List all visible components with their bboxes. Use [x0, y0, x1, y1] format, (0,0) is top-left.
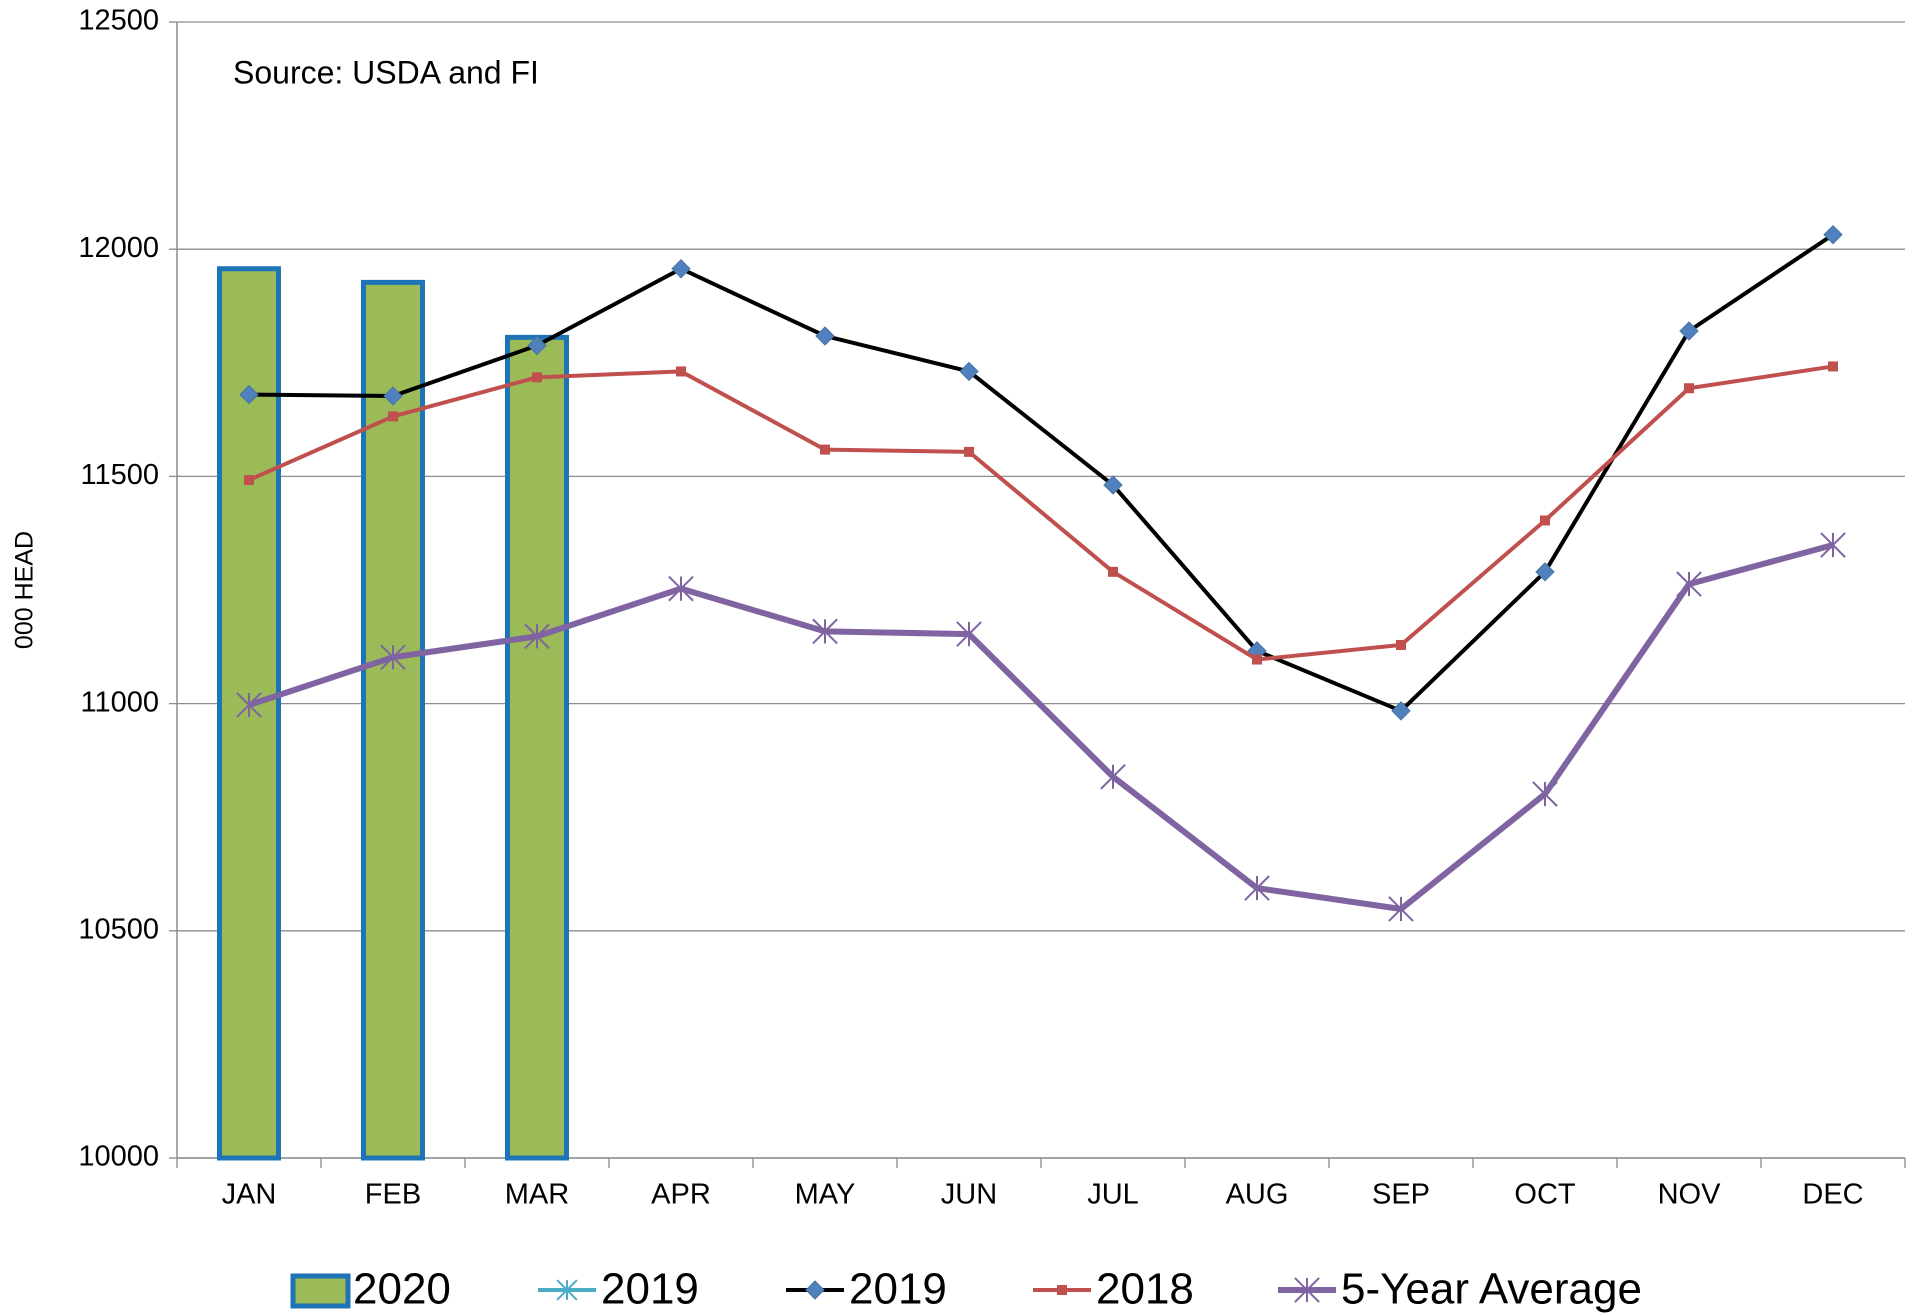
bar	[505, 334, 569, 1161]
marker	[676, 366, 686, 377]
legend-label: 5-Year Average	[1341, 1265, 1642, 1314]
line	[248, 364, 1834, 662]
marker	[1540, 515, 1550, 526]
y-tick-label: 10000	[78, 1141, 159, 1173]
marker	[671, 259, 691, 279]
marker	[815, 326, 835, 346]
marker	[1823, 224, 1843, 245]
x-tick-label: DEC	[1802, 1179, 1863, 1211]
y-tick-label: 12000	[78, 232, 159, 264]
legend-swatch	[290, 1273, 351, 1309]
x-tick-label: FEB	[365, 1179, 421, 1211]
marker	[959, 361, 979, 382]
marker	[1679, 321, 1699, 341]
marker	[1684, 383, 1694, 394]
marker	[1100, 763, 1126, 790]
marker	[532, 372, 542, 383]
marker	[956, 621, 982, 647]
marker	[964, 446, 974, 457]
line	[248, 542, 1834, 912]
marker	[1532, 781, 1558, 807]
y-tick-label: 11500	[81, 459, 160, 491]
x-tick-label: JUN	[941, 1179, 997, 1211]
marker	[1396, 639, 1406, 650]
legend-label: 2020	[353, 1265, 451, 1314]
marker	[524, 623, 550, 650]
marker	[1388, 896, 1414, 922]
marker	[239, 384, 259, 405]
marker	[380, 644, 406, 671]
x-tick-label: APR	[651, 1179, 711, 1211]
marker	[388, 411, 398, 422]
y-axis-label: 000 HEAD	[11, 531, 39, 649]
marker	[1294, 1277, 1320, 1303]
marker	[527, 335, 547, 356]
marker	[1244, 875, 1270, 901]
marker	[244, 475, 254, 486]
marker	[556, 1279, 578, 1301]
marker	[1535, 562, 1555, 582]
marker	[1103, 475, 1123, 495]
x-tick-label: NOV	[1658, 1179, 1722, 1211]
marker	[383, 386, 403, 406]
x-tick-label: MAY	[795, 1179, 856, 1211]
legend-label: 2019	[601, 1265, 699, 1314]
y-tick-label: 11000	[81, 686, 160, 718]
y-tick-label: 12500	[78, 5, 159, 37]
marker	[805, 1280, 825, 1300]
marker	[1828, 361, 1838, 372]
marker	[668, 575, 694, 602]
x-tick-label: SEP	[1372, 1179, 1430, 1211]
marker	[1057, 1285, 1067, 1295]
x-tick-label: OCT	[1514, 1179, 1576, 1211]
marker	[812, 618, 838, 645]
x-tick-label: JUL	[1087, 1179, 1139, 1211]
x-tick-label: MAR	[505, 1179, 569, 1211]
legend-label: 2018	[1096, 1265, 1194, 1314]
marker	[236, 692, 262, 718]
legend-label: 2019	[849, 1265, 947, 1314]
marker	[1391, 701, 1411, 721]
marker	[1676, 571, 1702, 597]
marker	[1252, 654, 1262, 665]
marker	[820, 444, 830, 455]
annotation: Source: USDA and FI	[233, 54, 539, 90]
x-tick-label: JAN	[222, 1179, 277, 1211]
line	[248, 232, 1835, 713]
marker	[1820, 532, 1846, 558]
x-tick-label: AUG	[1226, 1179, 1289, 1211]
bar	[361, 279, 425, 1161]
marker	[1108, 566, 1118, 577]
y-tick-label: 10500	[78, 913, 159, 945]
